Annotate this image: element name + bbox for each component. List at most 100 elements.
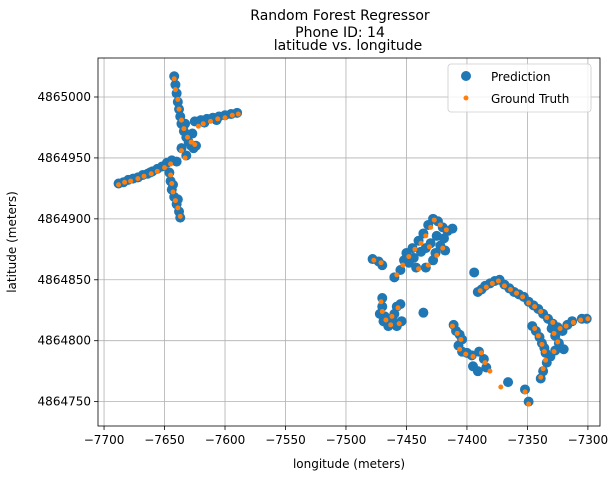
ground-truth-point	[538, 374, 544, 380]
ground-truth-point	[395, 305, 401, 311]
ground-truth-point	[440, 245, 446, 251]
ground-truth-point	[207, 118, 213, 124]
ground-truth-point	[426, 244, 432, 250]
ground-truth-point	[378, 299, 384, 305]
y-tick-label: 4864750	[38, 395, 91, 409]
ground-truth-point	[544, 315, 550, 321]
ground-truth-point	[507, 287, 513, 293]
y-tick-label: 4864800	[38, 334, 91, 348]
prediction-point	[469, 267, 480, 278]
ground-truth-point	[169, 181, 175, 187]
grid-lines	[98, 58, 600, 426]
ground-truth-point	[181, 126, 187, 132]
ground-truth-point	[543, 357, 549, 363]
ground-truth-point	[116, 182, 122, 188]
ground-truth-point	[555, 339, 561, 345]
ground-truth-point	[371, 257, 377, 263]
ground-truth-point	[443, 227, 449, 233]
x-tick-label: −7400	[447, 433, 488, 447]
ground-truth-point	[229, 112, 235, 118]
ground-truth-point	[383, 317, 389, 323]
ground-truth-point	[188, 139, 194, 145]
y-tick-label: 4864950	[38, 151, 91, 165]
ground-truth-point	[520, 294, 526, 300]
ground-truth-point	[177, 213, 183, 219]
ground-truth-point	[122, 179, 128, 185]
x-tick-label: −7700	[84, 433, 125, 447]
ground-truth-point	[172, 87, 178, 93]
ground-truth-point	[379, 308, 385, 314]
ground-truth-point	[563, 323, 569, 329]
legend-ground-truth-marker	[463, 95, 469, 101]
ground-truth-point	[550, 319, 556, 325]
x-tick-label: −7300	[568, 433, 609, 447]
y-tick-label: 4864900	[38, 212, 91, 226]
ground-truth-point	[394, 272, 400, 278]
chart-title-line1: Random Forest Regressor	[250, 8, 430, 24]
ground-truth-point	[501, 283, 507, 289]
prediction-point	[447, 223, 458, 234]
ground-truth-point	[478, 350, 484, 356]
x-tick-label: −7500	[326, 433, 367, 447]
ground-truth-point	[388, 322, 394, 328]
ground-truth-point	[585, 316, 591, 322]
legend-prediction-marker	[461, 71, 471, 81]
ground-truth-point	[168, 172, 174, 178]
ground-truth-point	[423, 233, 429, 239]
prediction-point	[503, 377, 514, 388]
ground-truth-point	[458, 336, 464, 342]
ground-truth-point	[482, 360, 488, 366]
y-tick-label: 4865000	[38, 90, 91, 104]
ground-truth-point	[200, 121, 206, 127]
ground-truth-point	[449, 323, 455, 329]
prediction-point	[472, 366, 483, 377]
ground-truth-point	[570, 319, 576, 325]
ground-truth-point	[526, 300, 532, 306]
prediction-point	[403, 257, 414, 268]
ground-truth-point	[470, 354, 476, 360]
ground-truth-point	[406, 254, 412, 260]
ground-truth-point	[457, 346, 463, 352]
y-axis-label: latitude (meters)	[5, 191, 19, 293]
ground-truth-point	[428, 224, 434, 230]
chart-subtitle: latitude vs. longitude	[274, 38, 423, 54]
ground-truth-point	[178, 148, 184, 154]
ground-truth-point	[215, 116, 221, 122]
ground-truth-point	[128, 178, 134, 184]
ground-truth-point	[178, 117, 184, 123]
ground-truth-point	[195, 123, 201, 129]
plot-frame	[97, 57, 601, 427]
ground-truth-point	[396, 321, 402, 327]
ground-truth-point	[176, 106, 182, 112]
ground-truth-point	[514, 290, 520, 296]
legend-box	[447, 63, 592, 113]
ground-truth-point	[522, 389, 528, 395]
legend: Prediction Ground Truth	[447, 63, 592, 113]
prediction-point	[545, 351, 556, 362]
ground-truth-point	[541, 349, 547, 355]
ground-truth-point	[412, 246, 418, 252]
y-axis-ticks: 4864750 4864800 4864850 4864900 4864950 48650…	[38, 90, 98, 409]
ground-truth-point	[489, 280, 495, 286]
ground-truth-point	[400, 262, 406, 268]
ground-truth-point	[148, 171, 154, 177]
ground-truth-point	[162, 165, 168, 171]
ground-truth-point	[526, 401, 532, 407]
prediction-point	[428, 255, 439, 266]
legend-prediction-label: Prediction	[491, 70, 551, 84]
ground-truth-point	[418, 240, 424, 246]
ground-truth-point	[551, 330, 557, 336]
ground-truth-point	[477, 288, 483, 294]
ground-truth-point	[182, 155, 188, 161]
ground-truth-point	[551, 349, 557, 355]
x-axis-label: longitude (meters)	[293, 457, 405, 471]
ground-truth-point	[483, 284, 489, 290]
ground-truth-point	[170, 189, 176, 195]
ground-truth-point	[235, 111, 241, 117]
legend-ground-truth-label: Ground Truth	[491, 92, 569, 106]
ground-truth-point	[539, 341, 545, 347]
ground-truth-point	[498, 384, 504, 390]
ground-truth-point	[175, 96, 181, 102]
ground-truth-point	[540, 366, 546, 372]
